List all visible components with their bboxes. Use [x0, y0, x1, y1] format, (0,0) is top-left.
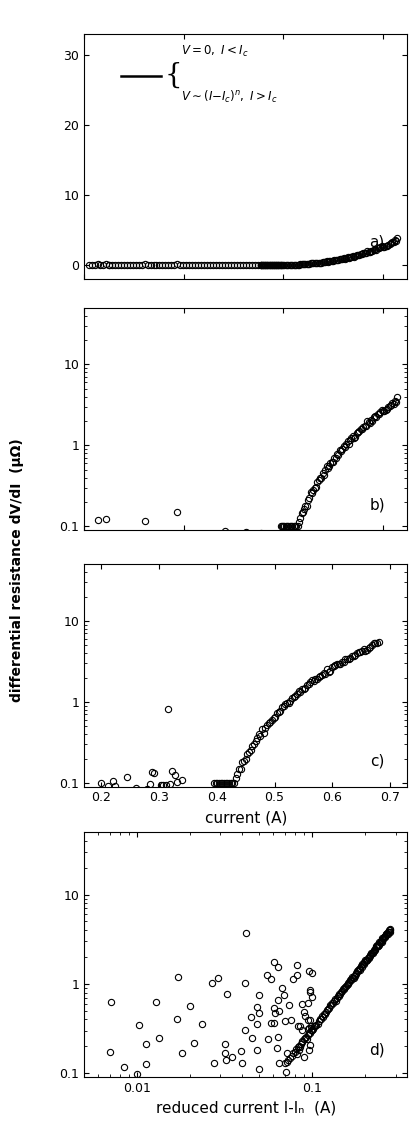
- Text: a): a): [370, 235, 385, 250]
- Text: $V{\sim}(I{-}I_c)^n,\ I{>}I_c$: $V{\sim}(I{-}I_c)^n,\ I{>}I_c$: [181, 89, 278, 105]
- Text: $V=0,\ I<I_c$: $V=0,\ I<I_c$: [181, 44, 249, 59]
- Text: d): d): [369, 1043, 385, 1058]
- Text: {: {: [165, 62, 182, 88]
- Text: differential resistance dV/dI  (μΩ): differential resistance dV/dI (μΩ): [10, 438, 24, 702]
- X-axis label: reduced current I-Iₙ  (A): reduced current I-Iₙ (A): [155, 1101, 336, 1116]
- Text: c): c): [370, 754, 385, 768]
- X-axis label: current (A): current (A): [205, 811, 287, 825]
- Text: b): b): [369, 497, 385, 512]
